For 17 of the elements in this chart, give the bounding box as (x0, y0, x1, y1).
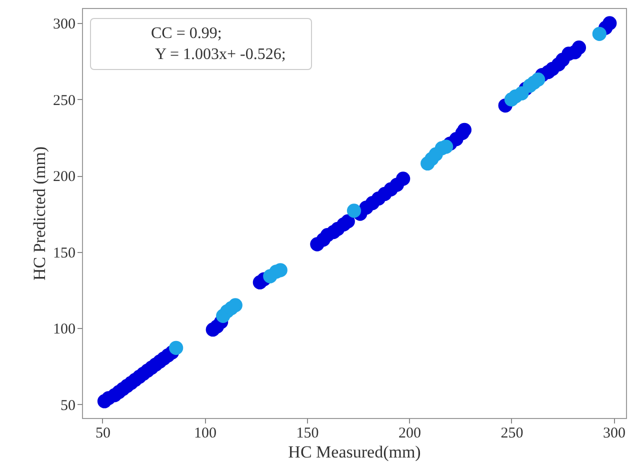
text-box: CC = 0.99; Y = 1.003x+ -0.526; (90, 18, 312, 70)
x-tick-label: 100 (194, 426, 216, 442)
y-tick-label: 50 (60, 398, 76, 414)
x-tick-label: 250 (500, 426, 524, 442)
x-tick-label: 300 (602, 426, 626, 442)
x-axis-title: HC Measured(mm) (288, 442, 421, 462)
annotation: Y = 1.003x+ -0.526; (154, 45, 287, 65)
y-axis-title: HC Predicted (mm) (30, 146, 49, 281)
y-tick-label: 300 (53, 16, 76, 33)
y-tick-label: 200 (53, 169, 76, 186)
y-tick-label: 250 (53, 92, 76, 109)
annotation: CC = 0.99; (151, 24, 223, 44)
y-tick-label: 150 (53, 245, 76, 262)
x-tick-label: 200 (398, 426, 421, 442)
x-tick-label: 50 (95, 426, 110, 442)
y-tick-label: 100 (53, 322, 76, 338)
x-tick-label: 150 (296, 426, 319, 442)
